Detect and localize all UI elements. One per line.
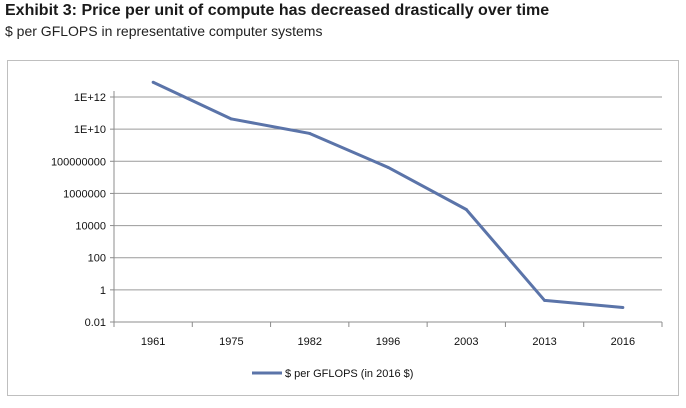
legend: $ per GFLOPS (in 2016 $) <box>252 368 413 380</box>
data-point <box>621 305 625 309</box>
axes <box>110 91 663 327</box>
data-point <box>543 298 547 302</box>
data-point <box>229 117 233 121</box>
x-tick-labels: 1961 1975 1982 1996 2003 2013 2016 <box>141 336 635 348</box>
x-tick-label: 1982 <box>297 336 321 348</box>
data-point <box>464 208 468 211</box>
gridlines <box>114 96 662 291</box>
y-tick-label: 1E+10 <box>74 124 106 136</box>
y-tick-label: 10000 <box>75 221 106 233</box>
y-tick-label: 1000000 <box>63 188 106 200</box>
y-tick-label: 0.01 <box>85 317 106 329</box>
y-tick-labels: 1E+12 1E+10 100000000 1000000 10000 100 1 0.01 <box>51 92 106 329</box>
data-point <box>151 80 155 84</box>
series-line <box>152 80 623 309</box>
x-tick-label: 2016 <box>611 336 635 348</box>
data-point <box>386 165 390 169</box>
series-layer <box>151 80 625 309</box>
x-tick-label: 1975 <box>219 336 243 348</box>
chart-title: Exhibit 3: Price per unit of compute has… <box>5 2 550 19</box>
y-tick-label: 1E+12 <box>74 92 106 104</box>
y-tick-label: 100000000 <box>51 156 106 168</box>
chart-frame <box>7 60 679 396</box>
y-tick-label: 100 <box>88 253 106 265</box>
x-tick-label: 2013 <box>532 336 556 348</box>
x-tick-label: 2003 <box>454 336 478 348</box>
x-tick-label: 1996 <box>376 336 400 348</box>
chart-subtitle: $ per GFLOPS in representative computer … <box>5 23 323 39</box>
x-tick-label: 1961 <box>141 336 165 348</box>
data-point <box>308 131 312 135</box>
y-tick-label: 1 <box>100 285 106 297</box>
legend-label: $ per GFLOPS (in 2016 $) <box>285 368 413 380</box>
